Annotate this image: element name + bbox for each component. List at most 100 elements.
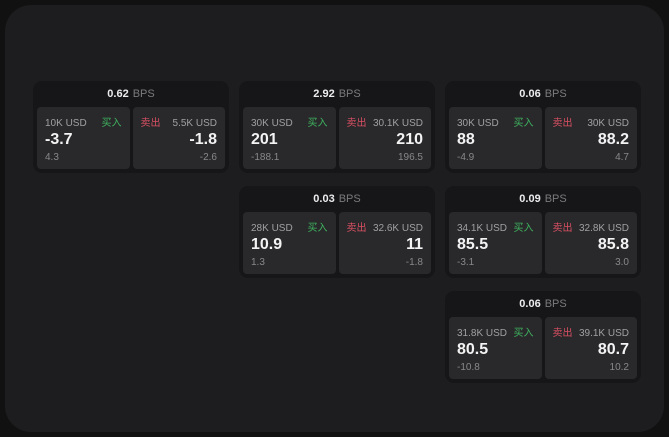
sell-quote-panel[interactable]: 卖出 5.5K USD -1.8 -2.6 <box>132 107 225 169</box>
buy-delta-value: -4.9 <box>457 152 475 163</box>
buy-quote-panel[interactable]: 30K USD 买入 201 -188.1 <box>243 107 336 169</box>
buy-delta-value: -188.1 <box>251 152 280 163</box>
bps-unit-label: BPS <box>544 193 567 205</box>
buy-price-value: -3.7 <box>45 131 73 148</box>
bps-unit-label: BPS <box>338 193 361 205</box>
sell-side-label: 卖出 <box>346 118 367 129</box>
quote-card: 0.06 BPS 31.8K USD 买入 80.5 -10.8 卖出 39.1… <box>445 291 641 383</box>
buy-delta-value: 4.3 <box>45 152 59 163</box>
buy-side-label: 买入 <box>513 118 534 129</box>
bps-unit-label: BPS <box>544 88 567 100</box>
buy-quote-panel[interactable]: 28K USD 买入 10.9 1.3 <box>243 212 336 274</box>
spread-bps-value: 0.62 <box>107 88 129 100</box>
card-column: 0.06 BPS 30K USD 买入 88 -4.9 卖出 30K USD 8… <box>445 81 641 383</box>
card-header: 0.06 BPS <box>449 291 637 317</box>
bps-unit-label: BPS <box>544 298 567 310</box>
quote-card: 0.62 BPS 10K USD 买入 -3.7 4.3 卖出 5.5K USD… <box>33 81 229 173</box>
sell-price-value: 85.8 <box>597 236 629 253</box>
quote-cards-grid: 0.62 BPS 10K USD 买入 -3.7 4.3 卖出 5.5K USD… <box>33 81 641 383</box>
card-body: 30K USD 买入 88 -4.9 卖出 30K USD 88.2 4.7 <box>449 107 637 169</box>
sell-quote-panel[interactable]: 卖出 39.1K USD 80.7 10.2 <box>544 317 637 379</box>
buy-price-value: 201 <box>251 131 278 148</box>
buy-size-label: 31.8K USD <box>457 328 508 339</box>
spread-bps-value: 2.92 <box>313 88 335 100</box>
buy-side-label: 买入 <box>101 118 122 129</box>
buy-size-label: 10K USD <box>45 118 87 129</box>
buy-quote-panel[interactable]: 31.8K USD 买入 80.5 -10.8 <box>449 317 542 379</box>
buy-size-label: 30K USD <box>251 118 293 129</box>
sell-side-label: 卖出 <box>346 223 367 234</box>
card-header: 0.06 BPS <box>449 81 637 107</box>
quote-card: 0.03 BPS 28K USD 买入 10.9 1.3 卖出 32.6K US… <box>239 186 435 278</box>
sell-panel-header: 卖出 5.5K USD <box>141 114 218 129</box>
sell-size-label: 32.8K USD <box>578 223 629 234</box>
buy-delta-value: 1.3 <box>251 257 265 268</box>
sell-price-value: -1.8 <box>189 131 217 148</box>
sell-delta-value: -1.8 <box>405 257 423 268</box>
spread-bps-value: 0.09 <box>519 193 541 205</box>
card-header: 0.62 BPS <box>37 81 225 107</box>
bps-unit-label: BPS <box>132 88 155 100</box>
buy-price-value: 85.5 <box>457 236 489 253</box>
card-header: 0.09 BPS <box>449 186 637 212</box>
sell-size-label: 5.5K USD <box>172 118 217 129</box>
buy-side-label: 买入 <box>307 118 328 129</box>
sell-price-value: 11 <box>406 236 423 253</box>
sell-panel-header: 卖出 30K USD <box>553 114 630 129</box>
bps-unit-label: BPS <box>338 88 361 100</box>
sell-size-label: 32.6K USD <box>372 223 423 234</box>
card-column: 2.92 BPS 30K USD 买入 201 -188.1 卖出 30.1K … <box>239 81 435 383</box>
buy-quote-panel[interactable]: 30K USD 买入 88 -4.9 <box>449 107 542 169</box>
buy-side-label: 买入 <box>513 223 534 234</box>
card-body: 34.1K USD 买入 85.5 -3.1 卖出 32.8K USD 85.8… <box>449 212 637 274</box>
card-body: 28K USD 买入 10.9 1.3 卖出 32.6K USD 11 -1.8 <box>243 212 431 274</box>
buy-side-label: 买入 <box>307 223 328 234</box>
buy-size-label: 34.1K USD <box>457 223 508 234</box>
sell-panel-header: 卖出 30.1K USD <box>347 114 424 129</box>
buy-size-label: 28K USD <box>251 223 293 234</box>
card-body: 10K USD 买入 -3.7 4.3 卖出 5.5K USD -1.8 -2.… <box>37 107 225 169</box>
buy-delta-value: -10.8 <box>457 362 480 373</box>
buy-panel-header: 31.8K USD 买入 <box>457 324 534 339</box>
sell-side-label: 卖出 <box>552 223 573 234</box>
quote-card: 0.06 BPS 30K USD 买入 88 -4.9 卖出 30K USD 8… <box>445 81 641 173</box>
sell-price-value: 80.7 <box>597 341 629 358</box>
card-body: 31.8K USD 买入 80.5 -10.8 卖出 39.1K USD 80.… <box>449 317 637 379</box>
card-body: 30K USD 买入 201 -188.1 卖出 30.1K USD 210 1… <box>243 107 431 169</box>
sell-delta-value: 196.5 <box>397 152 423 163</box>
sell-delta-value: 3.0 <box>615 257 629 268</box>
card-column: 0.62 BPS 10K USD 买入 -3.7 4.3 卖出 5.5K USD… <box>33 81 229 383</box>
card-header: 2.92 BPS <box>243 81 431 107</box>
buy-panel-header: 30K USD 买入 <box>457 114 534 129</box>
sell-quote-panel[interactable]: 卖出 32.8K USD 85.8 3.0 <box>544 212 637 274</box>
buy-panel-header: 10K USD 买入 <box>45 114 122 129</box>
sell-quote-panel[interactable]: 卖出 32.6K USD 11 -1.8 <box>338 212 431 274</box>
buy-quote-panel[interactable]: 10K USD 买入 -3.7 4.3 <box>37 107 130 169</box>
spread-bps-value: 0.06 <box>519 298 541 310</box>
buy-panel-header: 28K USD 买入 <box>251 219 328 234</box>
sell-quote-panel[interactable]: 卖出 30.1K USD 210 196.5 <box>338 107 431 169</box>
sell-delta-value: 10.2 <box>609 362 629 373</box>
sell-panel-header: 卖出 39.1K USD <box>553 324 630 339</box>
buy-delta-value: -3.1 <box>457 257 475 268</box>
sell-side-label: 卖出 <box>140 118 161 129</box>
sell-size-label: 30K USD <box>587 118 629 129</box>
buy-price-value: 10.9 <box>251 236 283 253</box>
buy-size-label: 30K USD <box>457 118 499 129</box>
quote-card: 2.92 BPS 30K USD 买入 201 -188.1 卖出 30.1K … <box>239 81 435 173</box>
sell-quote-panel[interactable]: 卖出 30K USD 88.2 4.7 <box>544 107 637 169</box>
sell-delta-value: -2.6 <box>199 152 217 163</box>
buy-price-value: 88 <box>457 131 475 148</box>
sell-size-label: 39.1K USD <box>578 328 629 339</box>
buy-panel-header: 30K USD 买入 <box>251 114 328 129</box>
main-panel: 0.62 BPS 10K USD 买入 -3.7 4.3 卖出 5.5K USD… <box>5 5 664 432</box>
buy-quote-panel[interactable]: 34.1K USD 买入 85.5 -3.1 <box>449 212 542 274</box>
sell-panel-header: 卖出 32.6K USD <box>347 219 424 234</box>
sell-size-label: 30.1K USD <box>372 118 423 129</box>
sell-delta-value: 4.7 <box>615 152 629 163</box>
buy-side-label: 买入 <box>513 328 534 339</box>
sell-price-value: 88.2 <box>597 131 629 148</box>
sell-side-label: 卖出 <box>552 328 573 339</box>
spread-bps-value: 0.06 <box>519 88 541 100</box>
